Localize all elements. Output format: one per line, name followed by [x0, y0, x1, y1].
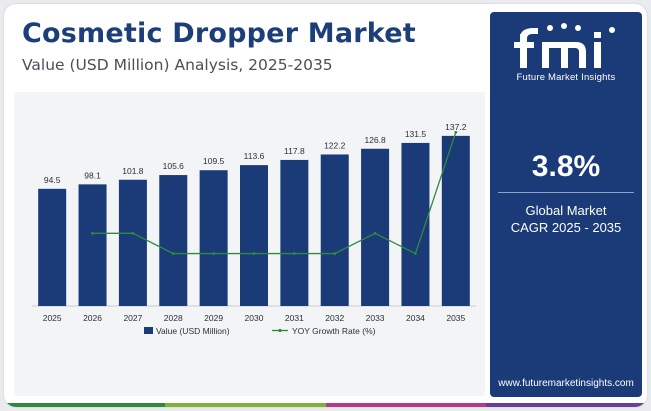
x-tick-label: 2027 — [123, 313, 142, 323]
page-subtitle: Value (USD Million) Analysis, 2025-2035 — [22, 56, 333, 74]
cagr-value: 3.8% — [531, 150, 601, 183]
bar — [240, 165, 268, 306]
bar-value-label: 137.2 — [445, 122, 467, 132]
legend-label-growth: YOY Growth Rate (%) — [292, 326, 376, 336]
x-tick-label: 2032 — [325, 313, 344, 323]
yoy-growth-point — [373, 231, 377, 235]
yoy-growth-point — [91, 231, 94, 235]
x-tick-label: 2033 — [366, 313, 385, 323]
bar — [441, 135, 470, 306]
website-link[interactable]: www.futuremarketinsights.com — [498, 378, 634, 389]
infographic-card: Cosmetic Dropper Market Value (USD Milli… — [4, 4, 647, 407]
bottom-bar-segment — [325, 403, 487, 407]
bar-value-label: 122.2 — [324, 140, 346, 150]
bar-value-label: 109.5 — [203, 156, 225, 166]
fmi-logo-icon — [514, 23, 615, 68]
brand-sidebar: Future Market Insights 3.8% Global Marke… — [490, 12, 642, 397]
yoy-growth-point — [454, 130, 458, 134]
legend-bar-swatch — [144, 327, 153, 334]
bar — [38, 188, 67, 306]
bar-value-label: 126.8 — [364, 135, 386, 145]
x-tick-label: 2025 — [43, 313, 62, 323]
yoy-growth-point — [333, 252, 337, 255]
cagr-label: Global Market CAGR 2025 - 2035 — [490, 202, 642, 236]
yoy-growth-point — [212, 252, 216, 255]
bar-value-label: 117.8 — [284, 146, 305, 156]
bar-value-label: 94.5 — [44, 175, 61, 185]
x-tick-label: 2031 — [285, 313, 304, 323]
bar-value-label: 105.6 — [163, 161, 185, 171]
x-tick-label: 2029 — [204, 313, 223, 323]
bar — [280, 159, 309, 306]
yoy-growth-point — [171, 252, 175, 255]
legend-line-marker — [278, 328, 282, 333]
x-tick-label: 2026 — [83, 313, 102, 323]
yoy-growth-point — [414, 252, 417, 255]
bar — [199, 170, 228, 306]
brand-name: Future Market Insights — [516, 72, 616, 83]
bar — [361, 148, 390, 306]
cagr-label-line2: CAGR 2025 - 2035 — [510, 220, 622, 235]
divider — [498, 192, 634, 193]
x-tick-label: 2028 — [164, 313, 183, 323]
x-tick-label: 2034 — [406, 313, 425, 323]
bar — [320, 154, 349, 306]
cagr-label-line1: Global Market — [525, 203, 607, 218]
bar-line-chart: 94.5 2025 98.1 2026 101.8 2027 105.6 2028 109.5 2… — [32, 122, 476, 336]
yoy-growth-point — [131, 231, 135, 235]
bar-value-label: 131.5 — [405, 129, 427, 139]
bottom-bar-segment — [486, 403, 647, 407]
x-tick-label: 2035 — [446, 313, 465, 323]
bar — [118, 179, 147, 306]
x-tick-label: 2030 — [245, 313, 264, 323]
bar — [78, 184, 107, 306]
bottom-bar-segment — [164, 403, 326, 407]
legend-label-value: Value (USD Million) — [156, 326, 230, 336]
page-title: Cosmetic Dropper Market — [22, 18, 416, 49]
bottom-color-bar — [4, 403, 647, 407]
chart-panel: 94.5 2025 98.1 2026 101.8 2027 105.6 2028 109.5 2… — [14, 92, 485, 396]
yoy-growth-point — [252, 252, 256, 255]
bar — [159, 175, 188, 306]
bottom-bar-segment — [4, 403, 165, 407]
yoy-growth-line — [92, 132, 457, 255]
bar-value-label: 101.8 — [122, 166, 144, 176]
yoy-growth-point — [292, 252, 296, 255]
bar-value-label: 98.1 — [84, 170, 101, 180]
bar-value-label: 113.6 — [244, 151, 265, 161]
